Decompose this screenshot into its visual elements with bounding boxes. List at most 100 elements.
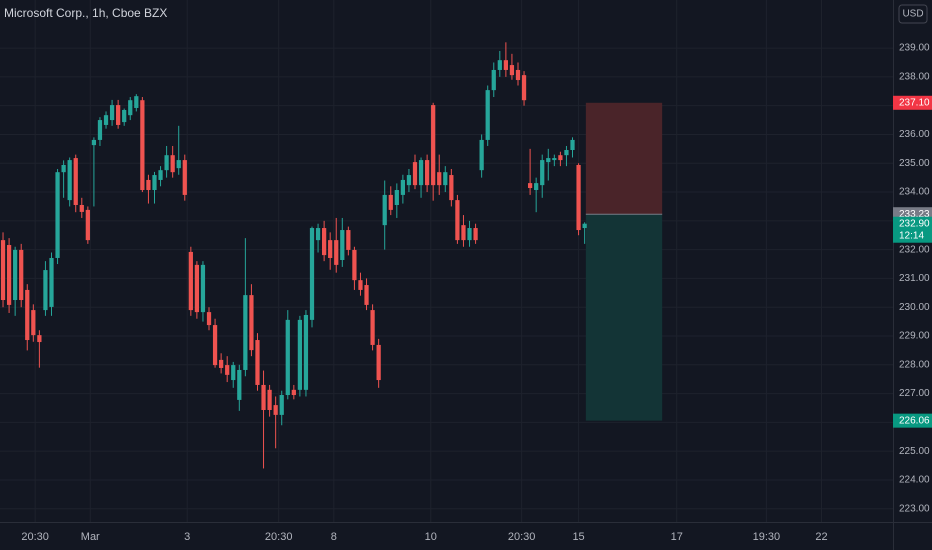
candle-body bbox=[352, 249, 357, 281]
candle-body bbox=[219, 359, 224, 368]
x-tick-label: 3 bbox=[184, 531, 190, 543]
x-tick-label: 20:30 bbox=[508, 531, 536, 543]
candle-body bbox=[303, 314, 309, 390]
price-label-box bbox=[893, 216, 932, 243]
axes: 223.00224.00225.00226.00227.00228.00229.… bbox=[21, 43, 932, 543]
x-tick-label: 19:30 bbox=[753, 531, 781, 543]
candle-body bbox=[576, 164, 581, 231]
candle-body bbox=[461, 225, 466, 241]
x-tick-label: 10 bbox=[425, 531, 437, 543]
y-tick-label: 231.00 bbox=[899, 273, 930, 284]
candle-body bbox=[55, 172, 60, 258]
candle-body bbox=[0, 240, 6, 301]
candle-body bbox=[116, 105, 121, 125]
candle-body bbox=[97, 120, 103, 140]
chart-title: Microsoft Corp., 1h, Cboe BZX bbox=[4, 6, 167, 20]
candle-body bbox=[388, 194, 393, 210]
candle-body bbox=[37, 335, 42, 343]
candle-body bbox=[443, 172, 448, 186]
x-tick-label: 17 bbox=[671, 531, 683, 543]
candle-body bbox=[558, 155, 563, 161]
candle-body bbox=[19, 249, 24, 301]
candle-body bbox=[67, 160, 72, 201]
candle-body bbox=[297, 319, 303, 390]
candle-body bbox=[376, 344, 381, 381]
x-tick-label: 20:30 bbox=[21, 531, 49, 543]
candle-body bbox=[212, 325, 218, 366]
y-tick-label: 239.00 bbox=[899, 43, 930, 54]
candle-body bbox=[546, 158, 551, 163]
candle-body bbox=[431, 105, 436, 186]
candle-body bbox=[109, 105, 115, 121]
plot-area bbox=[0, 42, 663, 469]
currency-label: USD bbox=[902, 9, 923, 20]
candle-body bbox=[255, 340, 260, 385]
price-label: 226.06 bbox=[899, 415, 930, 426]
candle-body bbox=[424, 160, 430, 186]
candle-body bbox=[206, 312, 212, 326]
candle-body bbox=[182, 160, 187, 195]
candle-body bbox=[49, 257, 54, 307]
price-label: 237.10 bbox=[899, 97, 930, 108]
candle-body bbox=[73, 158, 78, 205]
y-tick-label: 236.00 bbox=[899, 129, 930, 140]
candle-body bbox=[527, 183, 533, 189]
candle-body bbox=[279, 395, 284, 415]
candle-body bbox=[309, 228, 315, 320]
y-tick-label: 223.00 bbox=[899, 503, 930, 514]
x-tick-label: 20:30 bbox=[265, 531, 293, 543]
y-tick-label: 232.00 bbox=[899, 244, 930, 255]
y-tick-label: 224.00 bbox=[899, 475, 930, 486]
candle-body bbox=[273, 405, 278, 415]
candle-body bbox=[340, 230, 345, 260]
candle-body bbox=[13, 249, 18, 301]
candle-body bbox=[455, 200, 460, 241]
candle-body bbox=[194, 264, 200, 313]
candle-body bbox=[515, 69, 521, 81]
candle-body bbox=[570, 139, 575, 151]
candle-body bbox=[485, 90, 490, 140]
candle-body bbox=[564, 150, 569, 156]
candle-body bbox=[85, 209, 90, 241]
candle-body bbox=[231, 365, 236, 381]
candle-body bbox=[400, 179, 406, 195]
candle-body bbox=[491, 69, 496, 91]
candle-body bbox=[315, 228, 321, 241]
candle-body bbox=[31, 310, 36, 336]
target-zone bbox=[585, 214, 663, 421]
x-tick-label: 8 bbox=[331, 531, 337, 543]
candle-body bbox=[146, 179, 151, 191]
candle-body bbox=[328, 240, 333, 258]
candle-body bbox=[285, 319, 290, 396]
y-tick-label: 228.00 bbox=[899, 359, 930, 370]
candle-body bbox=[249, 295, 254, 351]
price-label-box bbox=[893, 413, 932, 428]
candle-body bbox=[243, 295, 248, 370]
candle-body bbox=[103, 115, 109, 125]
y-tick-label: 225.00 bbox=[899, 446, 930, 457]
candle-body bbox=[200, 264, 206, 313]
candle-body bbox=[6, 245, 12, 305]
candle-body bbox=[412, 162, 418, 186]
candle-body bbox=[322, 228, 327, 256]
candle-body bbox=[291, 389, 296, 396]
x-tick-label: 22 bbox=[815, 531, 827, 543]
candle-body bbox=[552, 158, 557, 161]
y-tick-label: 227.00 bbox=[899, 388, 930, 399]
candle-body bbox=[61, 164, 66, 173]
candle-body bbox=[128, 100, 133, 116]
y-tick-label: 234.00 bbox=[899, 187, 930, 198]
candle-body bbox=[170, 155, 175, 173]
x-tick-label: 15 bbox=[572, 531, 584, 543]
candle-body bbox=[176, 160, 181, 169]
candle-body bbox=[134, 96, 139, 108]
candle-body bbox=[261, 384, 266, 410]
candle-body bbox=[164, 155, 169, 171]
currency-button[interactable] bbox=[898, 4, 928, 24]
candle-body bbox=[497, 60, 502, 70]
candle-body bbox=[406, 175, 412, 186]
price-label-box bbox=[893, 95, 932, 110]
y-tick-label: 229.00 bbox=[899, 331, 930, 342]
